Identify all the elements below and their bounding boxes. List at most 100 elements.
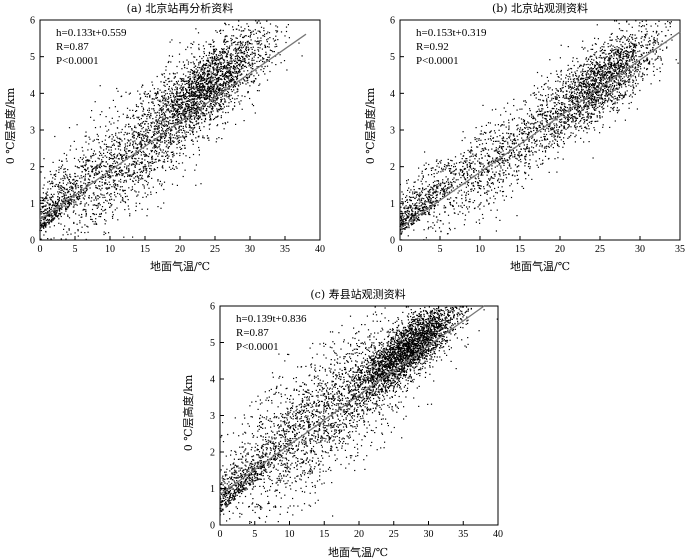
panel-a-data-point <box>137 90 139 92</box>
panel-b-data-point <box>571 99 573 101</box>
panel-b-data-point <box>589 88 591 90</box>
panel-a-data-point <box>159 107 161 110</box>
panel-b-data-point <box>583 100 585 102</box>
panel-a-data-point <box>220 70 222 72</box>
panel-a-data-point <box>199 93 201 95</box>
panel-a-data-point <box>155 95 157 97</box>
panel-a-data-point <box>177 98 179 100</box>
panel-a-data-point <box>298 42 300 44</box>
panel-a-data-point <box>127 174 129 176</box>
panel-a-data-point <box>214 92 216 94</box>
panel-a-data-point <box>103 194 105 196</box>
panel-a-data-point <box>125 157 127 159</box>
panel-a-data-point <box>46 212 48 214</box>
panel-b-data-point <box>653 38 655 40</box>
panel-a-data-point <box>167 121 169 123</box>
panel-a-data-point <box>202 95 204 97</box>
panel-a-data-point <box>128 93 130 95</box>
panel-a-data-point <box>188 124 191 126</box>
panel-a-data-point <box>247 35 250 37</box>
panel-a-data-point <box>231 90 233 93</box>
panel-a-data-point <box>205 81 207 83</box>
panel-a-data-point <box>240 51 242 53</box>
panel-a-data-point <box>129 92 131 94</box>
panel-a-data-point <box>61 212 63 214</box>
panel-a-data-point <box>137 106 139 108</box>
panel-a-data-point <box>226 77 228 79</box>
panel-a-data-point <box>40 171 42 173</box>
panel-b-data-point <box>563 126 565 128</box>
panel-a-data-point <box>177 137 179 139</box>
panel-a-data-point <box>74 184 76 186</box>
panel-b-data-point <box>604 57 606 59</box>
panel-a-data-point <box>148 175 150 178</box>
panel-a-data-point <box>123 180 125 182</box>
panel-b-data-point <box>567 78 570 80</box>
panel-a-data-point <box>242 59 244 61</box>
panel-a-data-point <box>218 69 220 71</box>
panel-a-data-point <box>138 136 141 138</box>
panel-a-data-point <box>232 80 234 82</box>
panel-a-data-point <box>165 90 167 92</box>
panel-a-data-point <box>248 61 250 63</box>
panel-a-data-point <box>196 100 198 103</box>
panel-a-data-point <box>53 193 55 195</box>
panel-a-data-point <box>92 152 94 155</box>
panel-a-data-point <box>156 147 158 149</box>
panel-a-data-point <box>231 61 233 63</box>
panel-a-data-point <box>146 215 148 217</box>
panel-a-data-point <box>80 201 82 203</box>
panel-a-data-point <box>204 69 206 71</box>
panel-a-data-point <box>79 177 81 179</box>
panel-a-data-point <box>40 220 42 222</box>
panel-b-data-point <box>583 116 585 119</box>
panel-a-data-point <box>166 125 169 127</box>
panel-b-data-point <box>578 92 580 94</box>
panel-a-data-point <box>105 161 107 163</box>
panel-a-data-point <box>150 122 153 124</box>
panel-b-data-point <box>620 38 622 40</box>
panel-a-data-point <box>120 169 122 171</box>
panel-a-data-point <box>209 115 211 117</box>
panel-a-data-point <box>202 102 204 104</box>
panel-a-data-point <box>163 121 165 123</box>
panel-a-data-point <box>109 168 111 170</box>
panel-a-data-point <box>126 156 128 158</box>
panel-b-data-point <box>603 71 605 73</box>
panel-a-data-point <box>151 101 153 103</box>
panel-a-data-point <box>46 197 48 199</box>
panel-a-data-point <box>112 167 114 169</box>
panel-a-data-point <box>182 112 184 114</box>
panel-a-data-point <box>220 63 222 65</box>
panel-a-data-point <box>188 112 190 114</box>
panel-b-data-point <box>594 77 597 79</box>
panel-a-data-point <box>95 185 97 187</box>
panel-b-data-point <box>596 62 598 64</box>
panel-b-data-point <box>654 40 657 42</box>
panel-a-data-point <box>159 114 161 116</box>
panel-a-data-point <box>177 121 179 123</box>
panel-a-data-point <box>223 78 225 80</box>
panel-a-data-point <box>199 103 201 105</box>
panel-a-data-point <box>107 174 109 176</box>
panel-a-data-point <box>146 129 148 131</box>
panel-a-data-point <box>223 82 225 84</box>
panel-a-data-point <box>221 138 223 140</box>
panel-a-data-point <box>234 41 236 43</box>
panel-a-data-point <box>99 146 101 148</box>
panel-a-data-point <box>52 183 54 185</box>
panel-a-data-point <box>105 212 107 214</box>
panel-a-data-point <box>215 98 217 100</box>
panel-a-data-point <box>190 107 192 109</box>
panel-a-data-point <box>202 77 204 79</box>
panel-a-data-point <box>58 218 60 220</box>
panel-a-data-point <box>41 197 43 199</box>
panel-b-data-point <box>555 111 557 113</box>
panel-a-data-point <box>147 161 149 163</box>
panel-a-data-point <box>116 173 118 175</box>
panel-a-data-point <box>155 161 157 163</box>
panel-b-data-point <box>574 117 576 119</box>
panel-a-data-point <box>89 175 92 177</box>
panel-a-data-point <box>205 64 207 67</box>
panel-b-data-point <box>580 119 582 122</box>
